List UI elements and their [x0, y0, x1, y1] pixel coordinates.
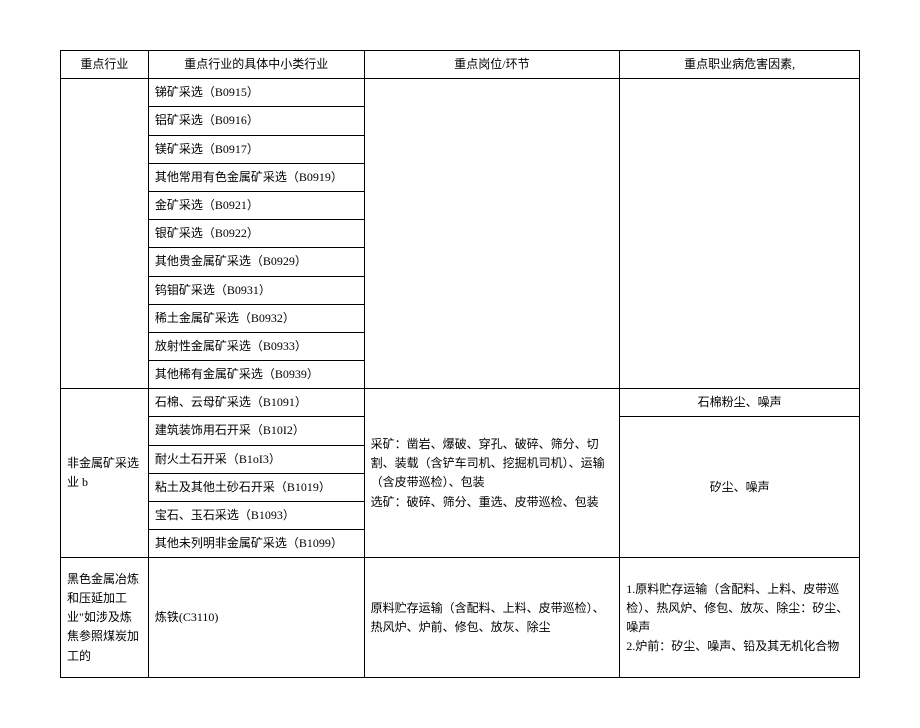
cell-sub: 其他稀有金属矿采选（B0939） [148, 361, 364, 389]
table-row: 非金属矿采选业 b 石棉、云母矿采选（B1091） 采矿：凿岩、爆破、穿孔、破碎… [61, 389, 860, 417]
cell-position: 采矿：凿岩、爆破、穿孔、破碎、筛分、切割、装载（含铲车司机、挖掘机司机）、运输（… [364, 389, 620, 558]
cell-sub: 银矿采选（B0922） [148, 220, 364, 248]
cell-sub: 钨钼矿采选（B0931） [148, 276, 364, 304]
cell-sub: 金矿采选（B0921） [148, 191, 364, 219]
cell-sub: 其他常用有色金属矿采选（B0919） [148, 163, 364, 191]
cell-sub: 炼铁(C3110) [148, 558, 364, 678]
header-position: 重点岗位/环节 [364, 51, 620, 79]
cell-sub: 石棉、云母矿采选（B1091） [148, 389, 364, 417]
cell-hazard: 1.原料贮存运输（含配料、上料、皮带巡检）、热风炉、修包、放灰、除尘：矽尘、噪声… [620, 558, 860, 678]
hazard-table: 重点行业 重点行业的具体中小类行业 重点岗位/环节 重点职业病危害因素, 锑矿采… [60, 50, 860, 678]
cell-hazard: 矽尘、噪声 [620, 417, 860, 558]
cell-sub: 粘土及其他土砂石开采（B1019） [148, 473, 364, 501]
cell-sub: 其他贵金属矿采选（B0929） [148, 248, 364, 276]
cell-sub: 放射性金属矿采选（B0933） [148, 332, 364, 360]
cell-industry: 黑色金属冶炼和压延加工业"如涉及炼焦参照煤炭加工的 [61, 558, 149, 678]
header-sub: 重点行业的具体中小类行业 [148, 51, 364, 79]
cell-sub: 锑矿采选（B0915） [148, 79, 364, 107]
header-hazard: 重点职业病危害因素, [620, 51, 860, 79]
cell-sub: 其他未列明非金属矿采选（B1099） [148, 530, 364, 558]
cell-position: 原料贮存运输（含配料、上料、皮带巡检）、热风炉、炉前、修包、放灰、除尘 [364, 558, 620, 678]
cell-sub: 镁矿采选（B0917） [148, 135, 364, 163]
table-row: 黑色金属冶炼和压延加工业"如涉及炼焦参照煤炭加工的 炼铁(C3110) 原料贮存… [61, 558, 860, 678]
cell-position [364, 79, 620, 389]
cell-hazard: 石棉粉尘、噪声 [620, 389, 860, 417]
cell-sub: 宝石、玉石采选（B1093） [148, 502, 364, 530]
cell-industry: 非金属矿采选业 b [61, 389, 149, 558]
cell-industry [61, 79, 149, 389]
cell-sub: 建筑装饰用石开采（B10I2） [148, 417, 364, 445]
table-header-row: 重点行业 重点行业的具体中小类行业 重点岗位/环节 重点职业病危害因素, [61, 51, 860, 79]
cell-sub: 耐火土石开采（B1oI3） [148, 445, 364, 473]
cell-sub: 稀土金属矿采选（B0932） [148, 304, 364, 332]
header-industry: 重点行业 [61, 51, 149, 79]
cell-sub: 铝矿采选（B0916） [148, 107, 364, 135]
cell-hazard [620, 79, 860, 389]
table-row: 锑矿采选（B0915） [61, 79, 860, 107]
